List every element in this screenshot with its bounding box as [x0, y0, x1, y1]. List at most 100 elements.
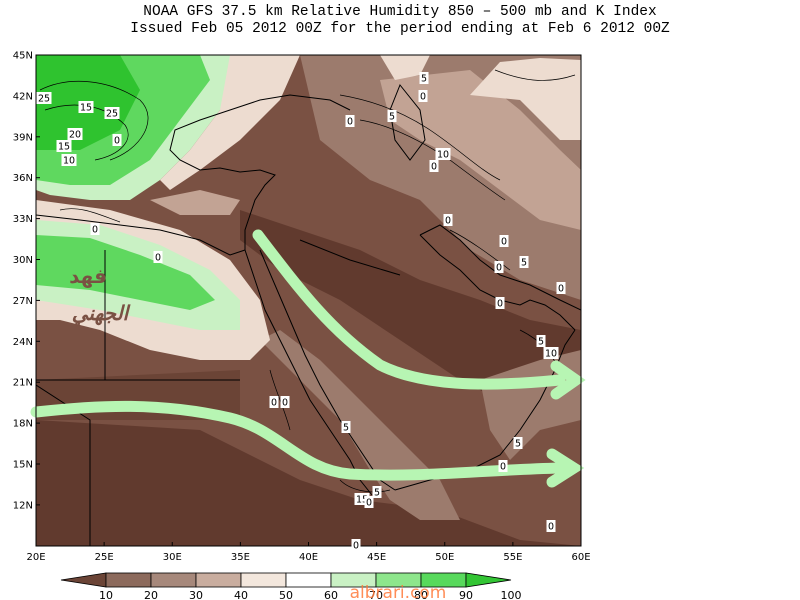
latitude-labels: 45N 42N 39N 36N 33N 30N 27N 24N 21N 18N 15N 12N [13, 51, 40, 511]
longitude-labels: 20E 25E 30E 35E 40E 45E 50E 55E 60E [26, 542, 591, 563]
longitude-label: 35E [231, 552, 250, 563]
latitude-label: 33N [13, 214, 33, 225]
watermark-name-line2: الجهني [72, 301, 131, 326]
colorbar-label: 90 [459, 589, 473, 600]
contour-label-bg [341, 421, 351, 433]
watermark-name-line1: فهد [69, 264, 107, 288]
k-index-label: 0 [420, 92, 426, 103]
colorbar-label: 100 [501, 589, 522, 600]
k-index-label: 0 [500, 462, 506, 473]
longitude-label: 50E [435, 552, 454, 563]
k-index-label: 0 [114, 136, 120, 147]
k-index-label: 15 [80, 103, 92, 114]
contour-label-bg [418, 90, 428, 102]
k-index-label: 20 [69, 130, 81, 141]
flow-arrow-southern [30, 400, 566, 481]
contour-label-bg [429, 160, 439, 172]
contour-nw-2 [44, 104, 129, 161]
rh-wet-band [36, 235, 215, 310]
med-coast-south [36, 214, 246, 256]
rh-band-north [380, 70, 581, 230]
map-title: NOAA GFS 37.5 km Relative Humidity 850 –… [0, 4, 800, 38]
contour-nw-1 [39, 80, 149, 161]
rh-pale-caspian [380, 55, 430, 80]
k-index-label: 10 [545, 349, 557, 360]
contour-caspian [494, 69, 576, 81]
contour-label-bg [372, 486, 382, 498]
latitude-label: 45N [13, 51, 33, 62]
watermark-site: albrari.com [350, 583, 447, 600]
k-index-label: 0 [92, 225, 98, 236]
latitude-label: 30N [13, 255, 33, 266]
colorbar-segment [195, 572, 242, 588]
contour-label-bg [494, 261, 504, 273]
flow-arrows [30, 229, 586, 488]
k-index-label: 0 [548, 522, 554, 533]
k-index-label: 5 [538, 337, 544, 348]
contour-label-bg [419, 72, 429, 84]
colorbar-left-triangle [60, 572, 107, 588]
latitude-label: 42N [13, 91, 33, 102]
k-index-label: 0 [496, 263, 502, 274]
longitude-label: 45E [367, 552, 386, 563]
k-index-label: 5 [343, 423, 349, 434]
contour-label-bg [104, 107, 120, 119]
k-index-label: 0 [497, 299, 503, 310]
k-index-label: 0 [353, 541, 359, 552]
chad-border [36, 384, 91, 546]
saudi-border [299, 239, 401, 276]
k-index-label: 15 [58, 142, 70, 153]
contour-label-bg [443, 214, 453, 226]
latitude-label: 15N [13, 460, 33, 471]
colorbar-segment [105, 572, 152, 588]
contour-label-bg [56, 140, 72, 152]
title-line-1: NOAA GFS 37.5 km Relative Humidity 850 –… [143, 4, 657, 20]
k-index-label: 15 [356, 495, 368, 506]
colorbar-right-triangle [465, 572, 512, 588]
k-index-label: 5 [515, 439, 521, 450]
contour-iran-1 [339, 94, 501, 181]
title-line-2: Issued Feb 05 2012 00Z for the period en… [130, 21, 670, 37]
gulf-coast [419, 234, 576, 331]
contour-med [59, 208, 121, 223]
colorbar-segment [285, 572, 332, 588]
latitude-label: 21N [13, 378, 33, 389]
contour-label-bg [345, 115, 355, 127]
longitude-label: 40E [299, 552, 318, 563]
longitude-label: 20E [26, 552, 45, 563]
k-index-label: 0 [431, 162, 437, 173]
k-index-label: 0 [282, 398, 288, 409]
colorbar-label: 60 [324, 589, 338, 600]
contour-label-bg [112, 134, 122, 146]
colorbar-label: 20 [144, 589, 158, 600]
rh-pale-turkey [160, 55, 300, 190]
longitude-label: 55E [503, 552, 522, 563]
k-index-label: 0 [347, 117, 353, 128]
longitude-label: 60E [571, 552, 590, 563]
turkey-levant-coast [169, 94, 351, 250]
iran-coast [419, 224, 581, 311]
k-index-label: 5 [374, 488, 380, 499]
latitude-label: 24N [13, 337, 33, 348]
k-index-label: 5 [521, 258, 527, 269]
colorbar-segment [150, 572, 197, 588]
k-index-label: 0 [366, 498, 372, 509]
contour-label-bg [269, 396, 279, 408]
k-index-label: 0 [155, 253, 161, 264]
contour-label-bg [364, 496, 374, 508]
colorbar: 10 20 30 40 50 60 70 80 90 100 [60, 572, 522, 600]
k-index-label: 0 [271, 398, 277, 409]
longitude-label: 25E [95, 552, 114, 563]
colorbar-label: 70 [369, 589, 383, 600]
contour-label-bg [556, 282, 566, 294]
colorbar-label: 30 [189, 589, 203, 600]
longitude-label: 30E [163, 552, 182, 563]
k-index-label: 0 [445, 216, 451, 227]
contour-label-bg [435, 148, 451, 160]
rh-light-levant [150, 190, 240, 215]
contour-label-bg [67, 128, 83, 140]
contour-label-bg [498, 460, 508, 472]
rh-dry-arabia [240, 210, 581, 420]
